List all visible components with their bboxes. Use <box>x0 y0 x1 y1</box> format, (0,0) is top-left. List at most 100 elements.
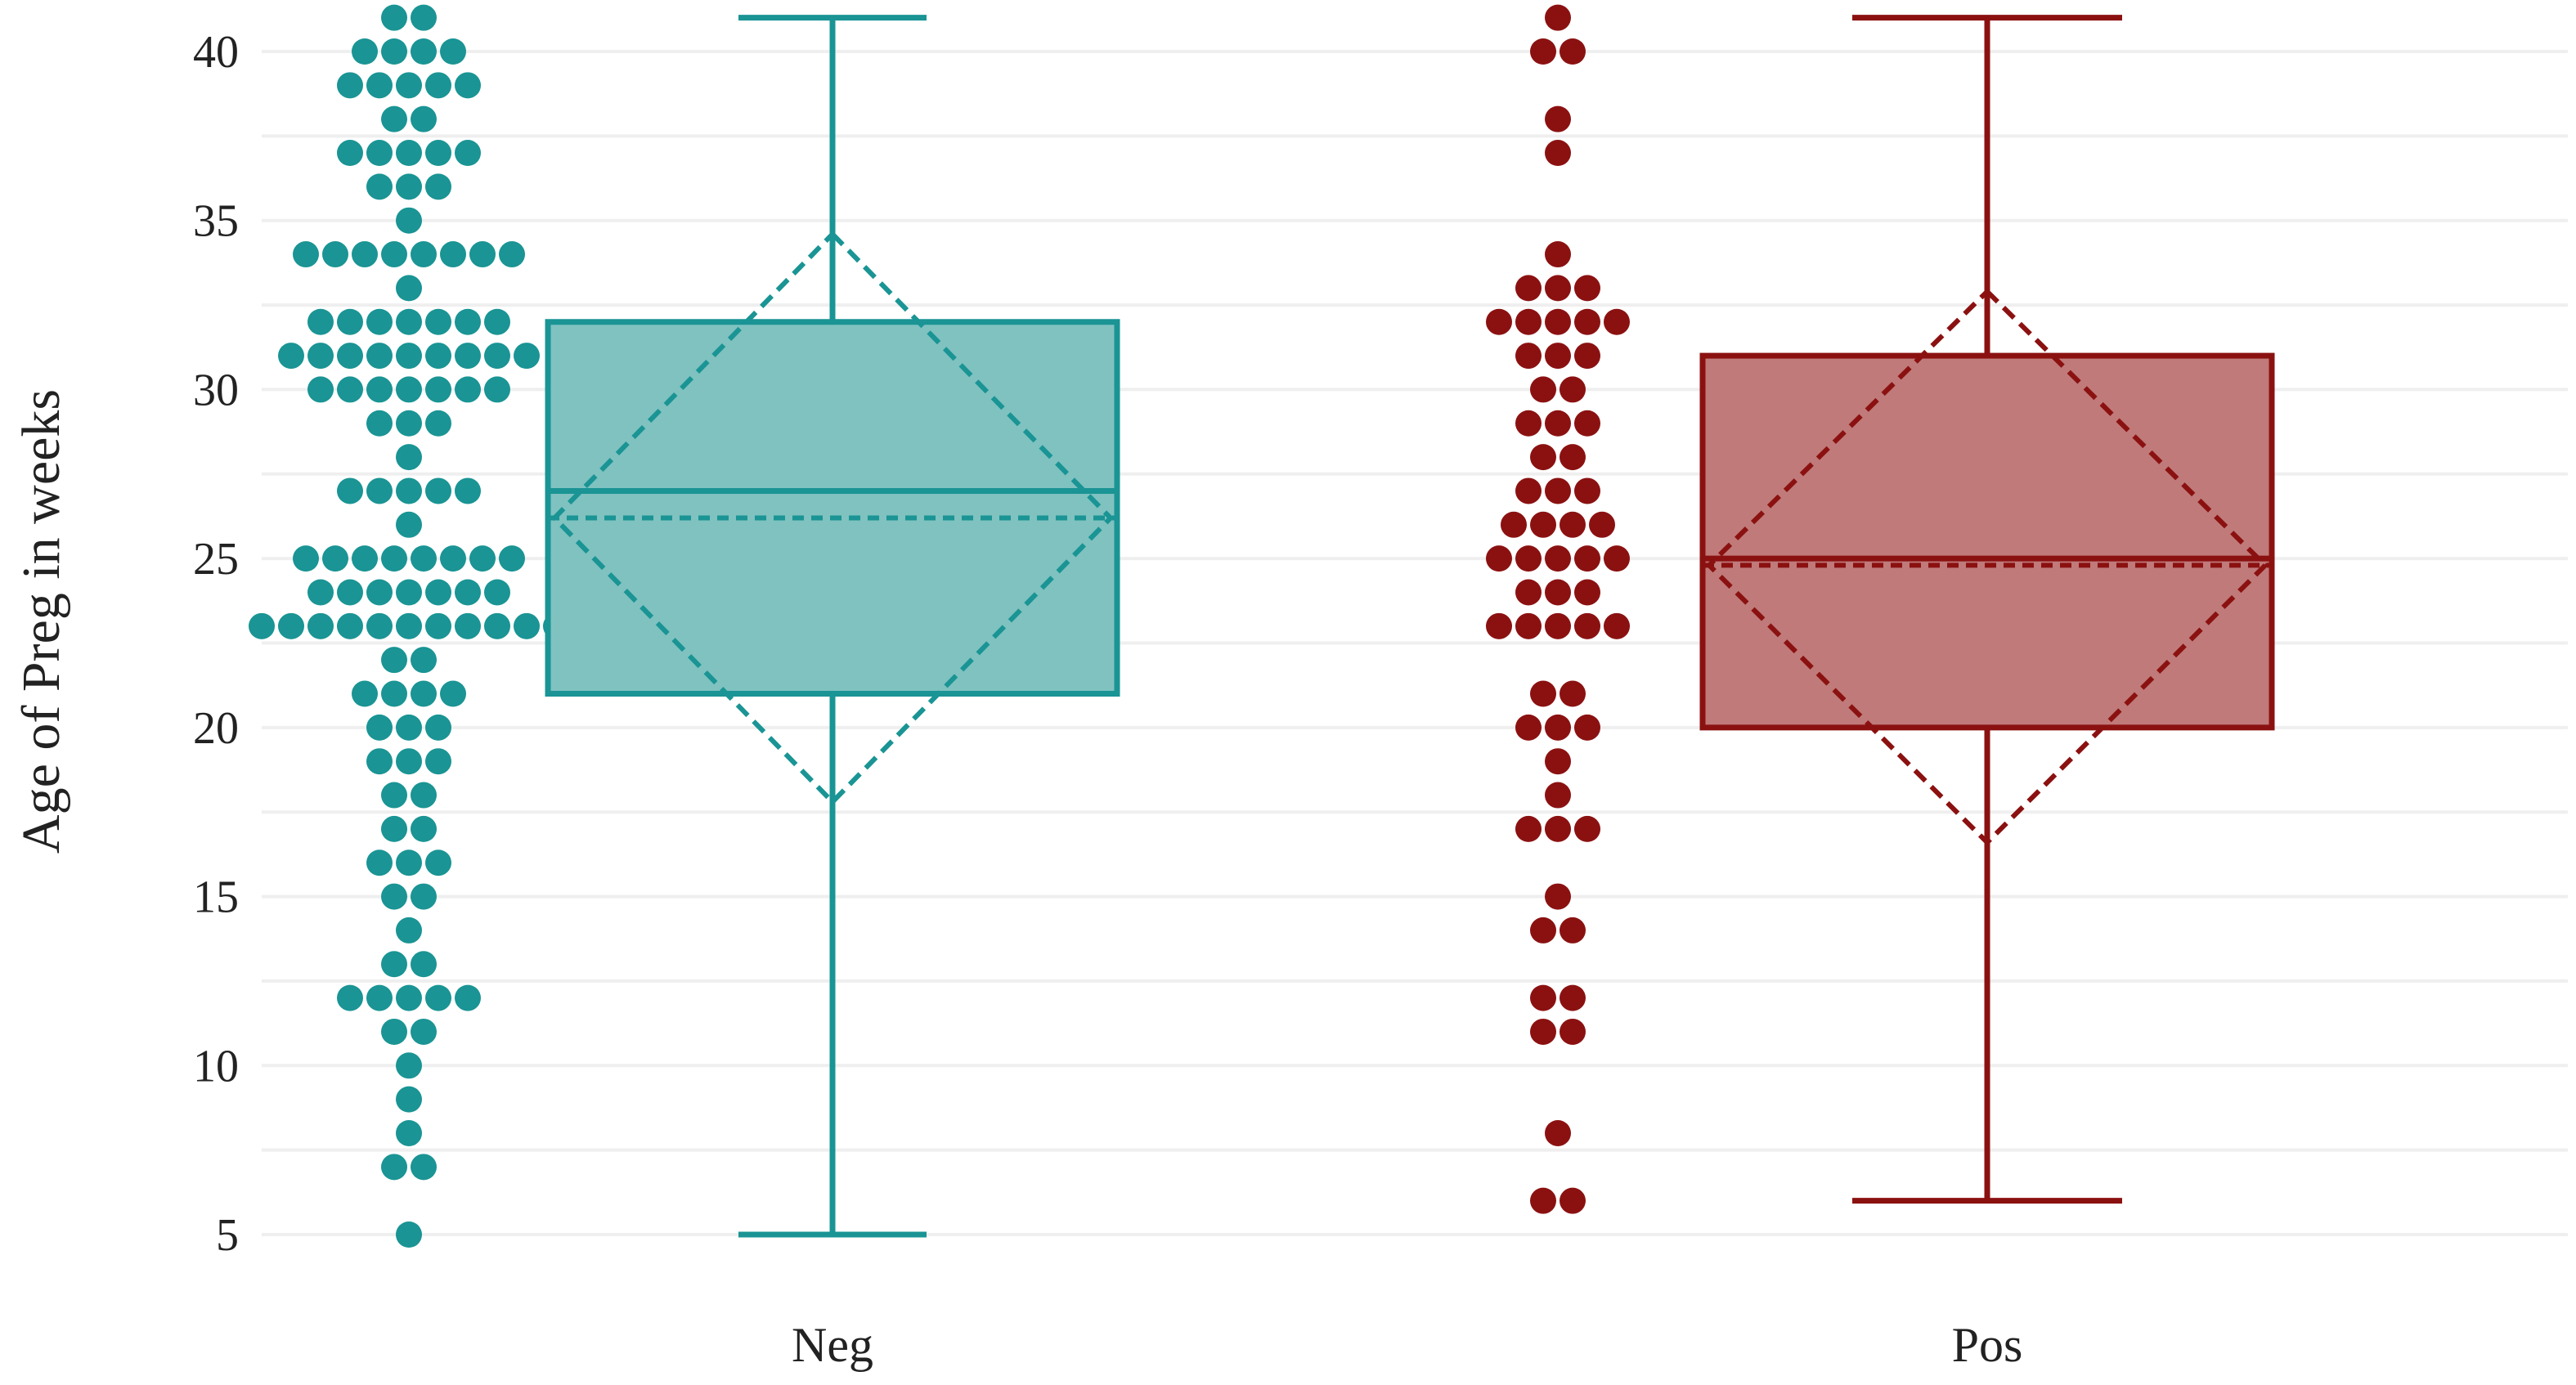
data-point <box>455 72 481 99</box>
data-point <box>1530 917 1556 944</box>
data-point <box>411 4 437 31</box>
data-point <box>411 105 437 132</box>
data-point <box>396 376 422 403</box>
data-point <box>1515 410 1542 437</box>
data-point <box>1530 38 1556 65</box>
data-point <box>1530 1187 1556 1214</box>
data-point <box>307 579 334 606</box>
data-point <box>1545 140 1571 167</box>
data-point <box>411 545 437 572</box>
data-point <box>1545 477 1571 504</box>
data-point <box>425 343 451 370</box>
data-point <box>1574 815 1600 842</box>
data-point <box>366 984 393 1011</box>
data-point <box>381 883 407 910</box>
data-point <box>396 1119 422 1146</box>
data-point <box>1604 545 1630 572</box>
data-point <box>366 173 393 200</box>
data-point <box>337 579 363 606</box>
y-tick-label: 15 <box>193 872 239 923</box>
data-point <box>1530 511 1556 538</box>
data-point <box>499 241 525 268</box>
data-point <box>425 477 451 504</box>
data-point <box>1574 343 1600 370</box>
data-point <box>337 376 363 403</box>
data-point <box>1560 1018 1586 1045</box>
data-point <box>1486 545 1512 572</box>
x-category-labels: Neg Pos <box>792 1318 2022 1372</box>
data-point <box>1530 1018 1556 1045</box>
data-point <box>425 748 451 775</box>
data-point <box>455 376 481 403</box>
data-point <box>1515 308 1542 335</box>
data-point <box>249 612 275 639</box>
data-point <box>455 984 481 1011</box>
data-point <box>1574 308 1600 335</box>
data-point <box>307 308 334 335</box>
data-point <box>1515 612 1542 639</box>
data-point <box>455 140 481 167</box>
data-point <box>455 612 481 639</box>
data-point <box>337 612 363 639</box>
data-point <box>425 579 451 606</box>
data-point <box>1530 984 1556 1011</box>
data-point <box>396 410 422 437</box>
data-point <box>411 647 437 674</box>
data-point <box>396 748 422 775</box>
data-point <box>366 477 393 504</box>
data-point <box>1545 545 1571 572</box>
data-point <box>455 477 481 504</box>
data-point <box>1545 343 1571 370</box>
data-point <box>1560 511 1586 538</box>
data-point <box>396 984 422 1011</box>
data-point <box>484 579 510 606</box>
iqr-box <box>545 319 1120 697</box>
data-point <box>1545 105 1571 132</box>
data-point <box>1545 815 1571 842</box>
data-point <box>411 883 437 910</box>
data-point <box>366 308 393 335</box>
data-point <box>425 612 451 639</box>
data-point <box>396 72 422 99</box>
data-point <box>484 343 510 370</box>
data-point <box>425 72 451 99</box>
data-point <box>352 241 378 268</box>
y-tick-label: 40 <box>193 27 239 78</box>
data-point <box>440 680 466 707</box>
data-point <box>396 917 422 944</box>
data-point <box>307 343 334 370</box>
data-point <box>396 173 422 200</box>
data-point <box>1574 275 1600 302</box>
data-point <box>1560 917 1586 944</box>
data-point <box>337 308 363 335</box>
data-point <box>1545 612 1571 639</box>
data-point <box>352 545 378 572</box>
data-point <box>1545 275 1571 302</box>
data-point <box>381 1018 407 1045</box>
data-point <box>381 680 407 707</box>
data-point <box>396 308 422 335</box>
data-point <box>366 72 393 99</box>
data-point <box>337 343 363 370</box>
x-category-label: Neg <box>792 1318 873 1372</box>
data-point <box>1545 748 1571 775</box>
data-point <box>307 376 334 403</box>
data-point <box>396 275 422 302</box>
data-point <box>1515 477 1542 504</box>
data-point <box>366 579 393 606</box>
data-point <box>307 612 334 639</box>
data-point <box>1560 1187 1586 1214</box>
data-point <box>396 612 422 639</box>
data-point <box>411 782 437 809</box>
data-point <box>381 815 407 842</box>
data-point <box>425 849 451 876</box>
data-point <box>484 612 510 639</box>
data-point <box>1545 714 1571 741</box>
data-point <box>381 647 407 674</box>
data-point <box>1515 545 1542 572</box>
data-point <box>352 680 378 707</box>
data-point <box>1560 444 1586 471</box>
data-point <box>352 38 378 65</box>
data-point <box>1545 308 1571 335</box>
